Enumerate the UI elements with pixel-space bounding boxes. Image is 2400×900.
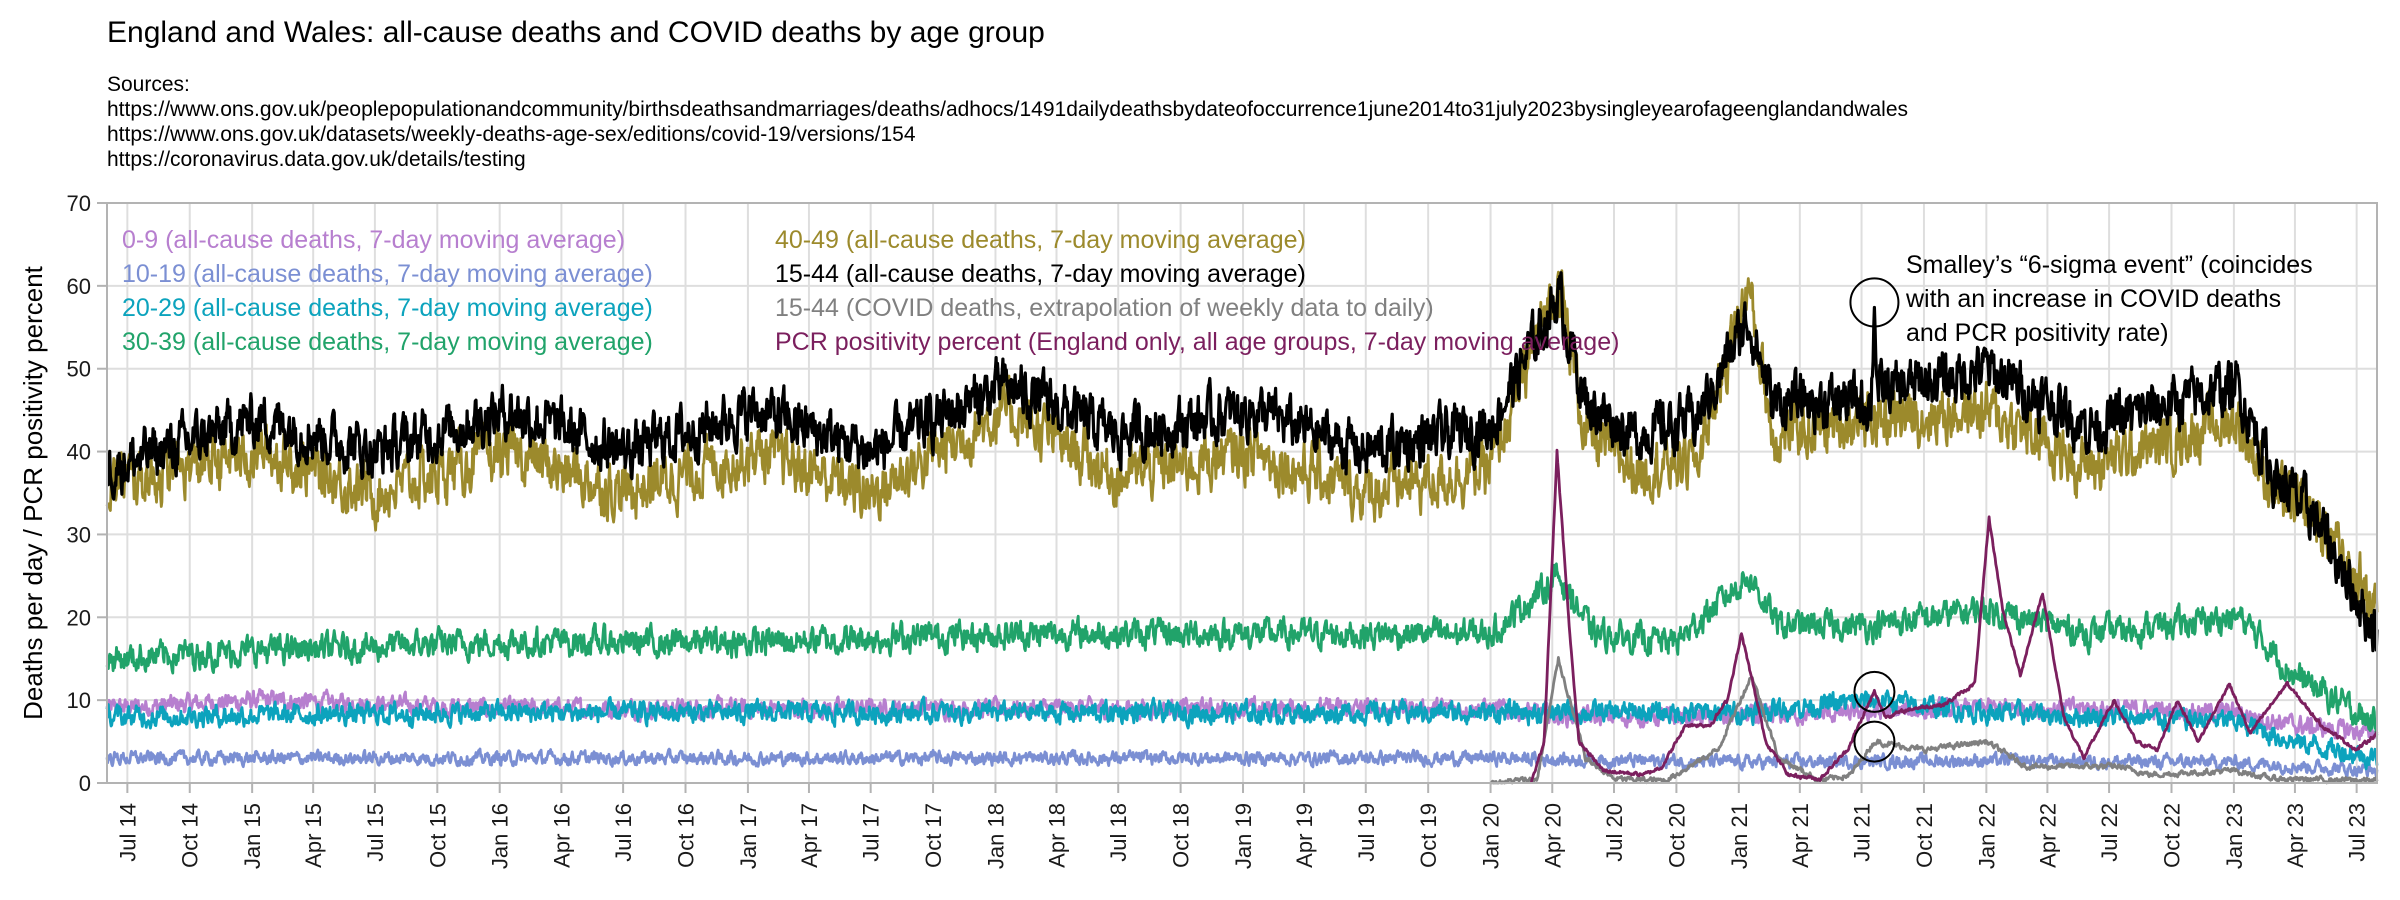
annotation-text: and PCR positivity rate) [1906, 319, 2169, 347]
legend-item: 30-39 (all-cause deaths, 7-day moving av… [122, 328, 653, 356]
x-tick-label: Oct 19 [1416, 803, 1441, 868]
annotation-circle [1849, 277, 1900, 328]
plot-frame [106, 202, 2378, 784]
x-tick-label: Jul 15 [363, 803, 388, 862]
sources-block: Sources: https://www.ons.gov.uk/peoplepo… [107, 72, 1908, 172]
x-tick-label: Apr 19 [1292, 803, 1317, 868]
x-tick-label: Apr 18 [1045, 803, 1070, 868]
x-tick-label: Jul 18 [1106, 803, 1131, 862]
series-line [105, 689, 2379, 771]
x-axis: Jul 14 Oct 14 Jan 15 Apr 15 Jul 15 Oct 15 Jan … [115, 783, 2370, 869]
annotation-circle [1853, 720, 1896, 763]
source-link[interactable]: https://www.ons.gov.uk/datasets/weekly-d… [107, 123, 916, 146]
x-tick-label: Oct 15 [425, 803, 450, 868]
annotation-text: with an increase in COVID deaths [1905, 285, 2281, 313]
y-tick-label: 0 [79, 771, 91, 796]
x-tick-label: Jul 16 [611, 803, 636, 862]
x-tick-label: Jan 16 [488, 803, 513, 869]
x-tick-label: Jan 22 [1974, 803, 1999, 869]
series-line [105, 747, 2379, 779]
annotation: Smalley’s “6-sigma event” (coincides with… [1849, 251, 2313, 763]
x-tick-label: Jan 21 [1727, 803, 1752, 869]
x-tick-label: Jan 17 [736, 803, 761, 869]
x-tick-label: Oct 21 [1912, 803, 1937, 868]
legend-item: PCR positivity percent (England only, al… [775, 328, 1619, 356]
annotation-text: Smalley’s “6-sigma event” (coincides [1906, 251, 2313, 279]
x-tick-label: Jul 21 [1850, 803, 1875, 862]
x-tick-label: Apr 17 [797, 803, 822, 868]
series-lines [105, 269, 2379, 785]
x-tick-label: Oct 17 [921, 803, 946, 868]
x-tick-label: Oct 20 [1664, 803, 1689, 868]
x-tick-label: Oct 14 [178, 803, 203, 868]
legend: 0-9 (all-cause deaths, 7-day moving aver… [122, 226, 1619, 356]
x-tick-label: Jul 22 [2097, 803, 2122, 862]
x-tick-label: Oct 16 [674, 803, 699, 868]
x-tick-label: Apr 16 [549, 803, 574, 868]
chart-title: England and Wales: all-cause deaths and … [107, 16, 1045, 49]
source-link[interactable]: https://www.ons.gov.uk/peoplepopulationa… [107, 98, 1909, 121]
x-tick-label: Apr 22 [2035, 803, 2060, 868]
y-tick-label: 50 [67, 357, 91, 382]
series-line [105, 271, 2379, 653]
x-tick-label: Jul 20 [1602, 803, 1627, 862]
legend-item: 15-44 (COVID deaths, extrapolation of we… [775, 294, 1434, 322]
legend-item: 20-29 (all-cause deaths, 7-day moving av… [122, 294, 653, 322]
y-tick-label: 30 [67, 522, 91, 547]
x-tick-label: Jan 20 [1479, 803, 1504, 869]
legend-item: 0-9 (all-cause deaths, 7-day moving aver… [122, 226, 625, 254]
x-tick-label: Jan 18 [983, 803, 1008, 869]
annotation-circle [1853, 670, 1896, 713]
x-tick-label: Apr 21 [1788, 803, 1813, 868]
sources-label: Sources: [107, 73, 190, 96]
x-tick-label: Jul 19 [1354, 803, 1379, 862]
x-tick-label: Jul 14 [115, 803, 140, 862]
x-tick-label: Oct 22 [2159, 803, 2184, 868]
series-line [105, 562, 2379, 737]
y-tick-label: 10 [67, 688, 91, 713]
legend-item: 40-49 (all-cause deaths, 7-day moving av… [775, 226, 1306, 254]
source-link[interactable]: https://coronavirus.data.gov.uk/details/… [107, 148, 526, 171]
y-tick-label: 60 [67, 274, 91, 299]
series-line [1529, 448, 2379, 783]
x-tick-label: Jul 23 [2345, 803, 2370, 862]
y-axis-label: Deaths per day / PCR positivity percent [18, 265, 48, 720]
y-tick-label: 70 [67, 191, 91, 216]
x-tick-label: Jan 23 [2222, 803, 2247, 869]
y-axis: 0 10 20 30 40 50 60 70 [67, 191, 107, 796]
x-tick-label: Apr 23 [2283, 803, 2308, 868]
series-line [1489, 656, 2379, 785]
y-tick-label: 20 [67, 605, 91, 630]
legend-item: 15-44 (all-cause deaths, 7-day moving av… [775, 260, 1306, 288]
x-tick-label: Jul 17 [859, 803, 884, 862]
x-tick-label: Apr 15 [301, 803, 326, 868]
x-tick-label: Oct 18 [1169, 803, 1194, 868]
y-tick-label: 40 [67, 440, 91, 465]
legend-item: 10-19 (all-cause deaths, 7-day moving av… [122, 260, 653, 288]
x-tick-label: Apr 20 [1540, 803, 1565, 868]
x-tick-label: Jan 15 [240, 803, 265, 869]
x-tick-label: Jan 19 [1231, 803, 1256, 869]
